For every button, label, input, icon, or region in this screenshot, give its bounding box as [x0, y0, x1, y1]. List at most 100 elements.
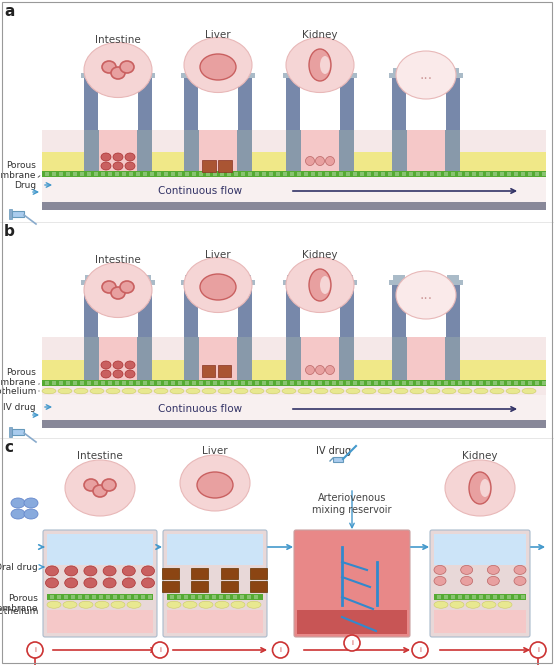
Bar — [434, 610, 526, 633]
Bar — [402, 381, 406, 385]
Bar — [389, 73, 409, 78]
Bar — [170, 595, 174, 598]
Ellipse shape — [234, 388, 248, 394]
Ellipse shape — [315, 156, 325, 166]
Bar — [120, 595, 124, 598]
Bar — [465, 381, 469, 385]
Bar — [444, 172, 448, 176]
Bar — [286, 78, 300, 130]
Bar — [184, 337, 252, 380]
Bar — [393, 275, 405, 281]
Bar — [235, 280, 255, 285]
Text: Drug: Drug — [14, 180, 36, 190]
Bar — [143, 172, 147, 176]
Bar — [42, 152, 546, 171]
Ellipse shape — [434, 565, 446, 575]
Text: i: i — [351, 640, 353, 646]
Bar — [87, 172, 91, 176]
Bar — [94, 381, 98, 385]
Bar — [122, 172, 126, 176]
Ellipse shape — [326, 366, 335, 374]
Bar — [388, 381, 392, 385]
Bar — [47, 610, 153, 633]
Ellipse shape — [434, 577, 446, 585]
Ellipse shape — [458, 388, 472, 394]
Bar — [388, 172, 392, 176]
Text: Porous
membrane: Porous membrane — [0, 161, 36, 180]
Bar — [177, 595, 181, 598]
Bar — [239, 68, 251, 74]
Bar — [42, 380, 546, 386]
Ellipse shape — [320, 276, 330, 294]
Bar — [191, 568, 208, 579]
Bar — [115, 172, 119, 176]
Text: ...: ... — [419, 68, 433, 82]
Bar — [437, 595, 441, 598]
Ellipse shape — [461, 577, 473, 585]
Text: Kidney: Kidney — [302, 30, 338, 40]
Bar — [392, 78, 406, 130]
Ellipse shape — [45, 566, 59, 576]
Bar — [94, 172, 98, 176]
Text: Continuous flow: Continuous flow — [158, 404, 242, 414]
Bar — [446, 78, 460, 130]
Text: i: i — [537, 647, 539, 653]
Bar — [220, 581, 238, 592]
Bar — [392, 130, 407, 171]
Bar — [150, 381, 154, 385]
Bar — [283, 73, 303, 78]
Bar — [84, 337, 152, 380]
Bar — [395, 381, 399, 385]
Ellipse shape — [58, 388, 72, 394]
Bar — [233, 595, 237, 598]
FancyBboxPatch shape — [294, 530, 410, 637]
Text: i: i — [34, 647, 36, 653]
Bar — [184, 337, 199, 380]
Bar — [269, 172, 273, 176]
Bar — [528, 172, 532, 176]
Bar — [535, 172, 539, 176]
Ellipse shape — [330, 388, 344, 394]
Ellipse shape — [74, 388, 88, 394]
Bar — [138, 78, 152, 130]
Bar — [185, 68, 197, 74]
Bar — [139, 68, 151, 74]
Ellipse shape — [101, 370, 111, 378]
Bar — [66, 172, 70, 176]
Ellipse shape — [282, 388, 296, 394]
Bar — [392, 337, 407, 380]
Bar — [218, 160, 232, 172]
Ellipse shape — [346, 388, 360, 394]
Ellipse shape — [442, 388, 456, 394]
Ellipse shape — [113, 361, 123, 369]
Bar — [337, 73, 357, 78]
Ellipse shape — [266, 388, 280, 394]
Bar — [283, 172, 287, 176]
Bar — [276, 381, 280, 385]
Bar — [445, 130, 460, 171]
Ellipse shape — [84, 263, 152, 317]
Bar — [542, 172, 546, 176]
Ellipse shape — [127, 601, 141, 608]
Bar — [220, 381, 224, 385]
Bar — [164, 172, 168, 176]
Bar — [297, 381, 301, 385]
Bar — [500, 172, 504, 176]
Text: Endothelium: Endothelium — [0, 386, 36, 396]
Bar — [341, 68, 353, 74]
Bar — [332, 172, 336, 176]
Bar — [167, 534, 263, 565]
Bar — [286, 337, 301, 380]
Bar — [290, 381, 294, 385]
Bar — [374, 381, 378, 385]
Ellipse shape — [197, 472, 233, 498]
Ellipse shape — [103, 578, 116, 588]
Ellipse shape — [65, 578, 78, 588]
Text: Liver: Liver — [205, 250, 231, 260]
Bar — [486, 595, 490, 598]
Ellipse shape — [482, 601, 496, 608]
Text: Kidney: Kidney — [462, 451, 497, 461]
Ellipse shape — [113, 153, 123, 161]
Bar — [381, 381, 385, 385]
Text: a: a — [4, 4, 14, 19]
